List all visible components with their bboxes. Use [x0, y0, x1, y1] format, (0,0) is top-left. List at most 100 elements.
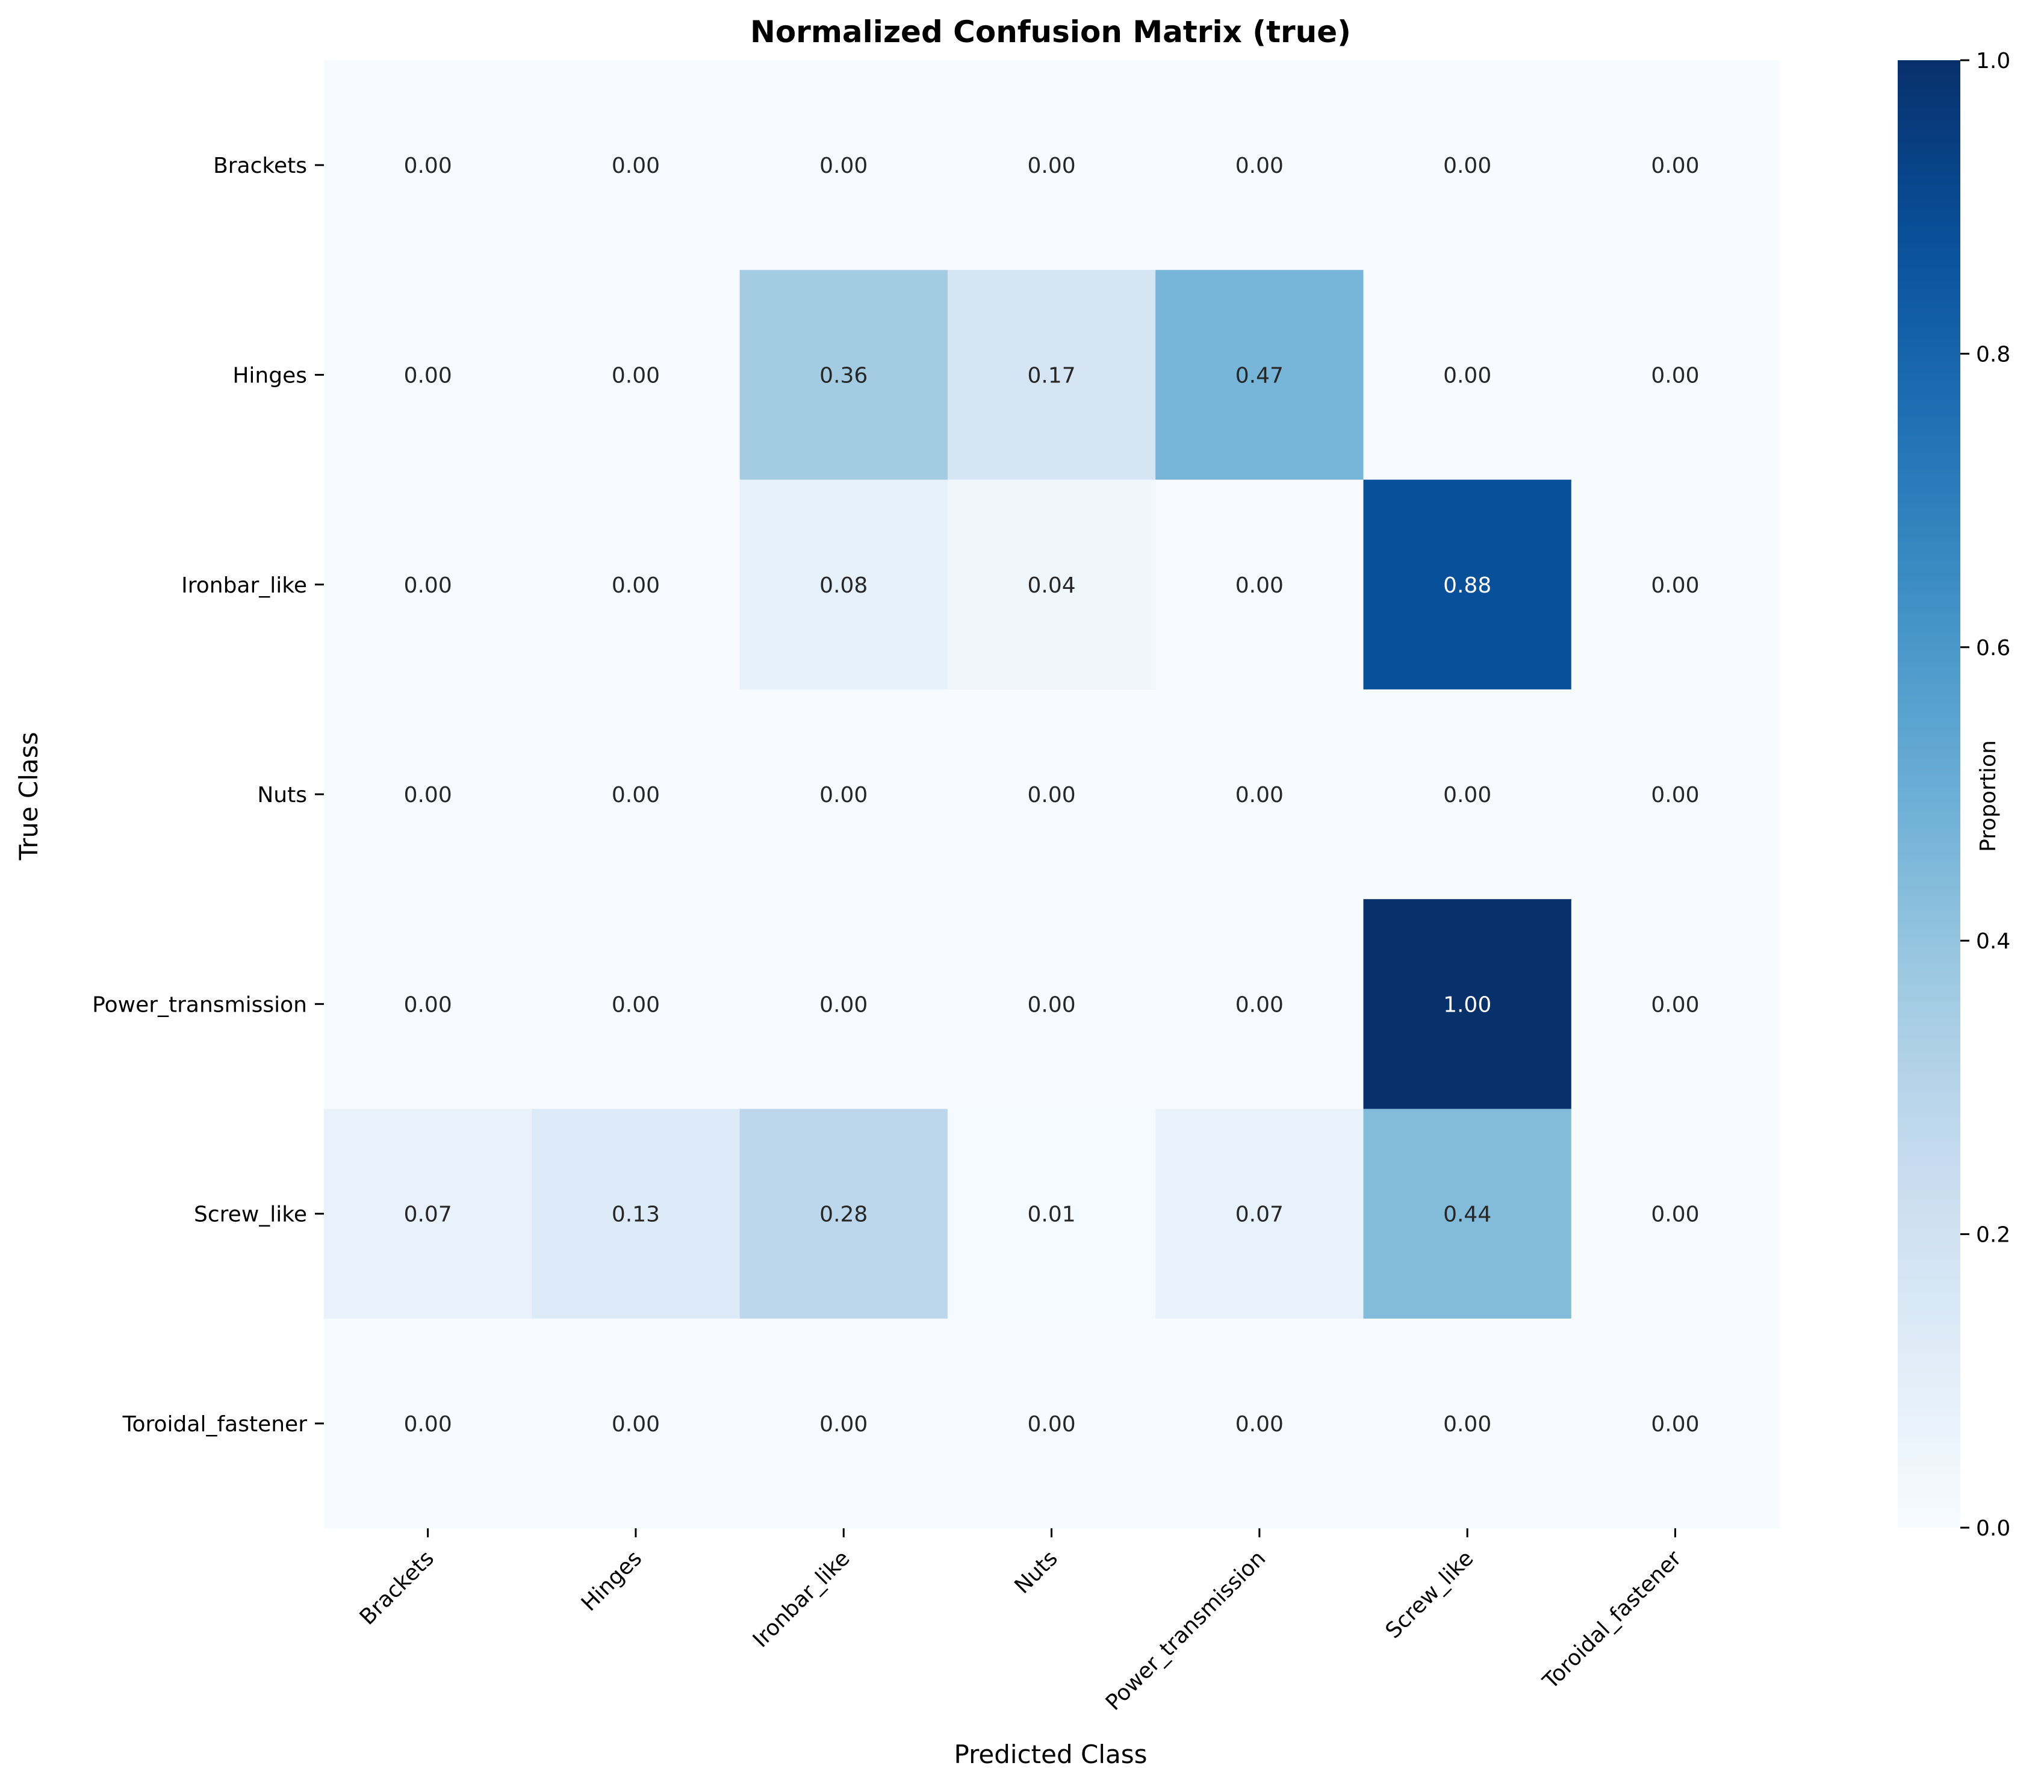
colorbar-tick-label: 0.8	[1976, 342, 2010, 367]
heatmap-cell	[1571, 270, 1780, 481]
heatmap-cell	[1155, 689, 1364, 900]
x-tick-label: Hinges	[577, 1546, 647, 1616]
cell-value-label: 0.00	[1651, 363, 1699, 388]
x-axis-label: Predicted Class	[954, 1740, 1147, 1769]
heatmap-cell	[532, 60, 741, 270]
heatmap-cell	[739, 899, 948, 1110]
cell-value-label: 0.88	[1443, 573, 1491, 598]
heatmap-cell	[1155, 479, 1364, 690]
heatmap-cell	[324, 479, 532, 690]
cell-value-label: 0.44	[1443, 1202, 1491, 1227]
heatmap-cell	[739, 1109, 948, 1319]
cell-value-label: 0.00	[1027, 992, 1075, 1017]
colorbar-tick-label: 0.2	[1976, 1223, 2010, 1248]
heatmap-cell	[324, 899, 532, 1110]
cell-value-label: 0.00	[404, 154, 452, 178]
cell-value-label: 0.00	[1651, 1412, 1699, 1437]
cell-value-label: 0.00	[404, 363, 452, 388]
x-tick-label: Toroidal_fastener	[1538, 1546, 1686, 1694]
cell-value-label: 0.00	[1235, 1412, 1284, 1437]
y-axis-ticks: Brackets Hinges Ironbar_like Nuts Power_tran…	[92, 154, 324, 1437]
y-tick-label: Brackets	[213, 154, 307, 178]
heatmap-cell	[1363, 899, 1572, 1110]
heatmap-cell	[739, 479, 948, 690]
heatmap-cell	[1571, 1318, 1780, 1529]
heatmap-cell	[1155, 60, 1364, 270]
heatmap-cell	[947, 1318, 1156, 1529]
colorbar-tick-label: 0.6	[1976, 636, 2010, 661]
heatmap-cell	[1155, 1318, 1364, 1529]
cell-value-label: 0.00	[404, 1412, 452, 1437]
y-tick-label: Power_transmission	[92, 992, 307, 1017]
heatmap-cell	[1363, 1109, 1572, 1319]
cell-value-label: 0.00	[1651, 573, 1699, 598]
cell-value-label: 0.13	[612, 1202, 660, 1227]
cell-value-label: 0.00	[1235, 573, 1284, 598]
cell-value-label: 0.00	[1235, 154, 1284, 178]
y-tick-label: Hinges	[232, 363, 307, 388]
cell-value-label: 0.00	[1443, 783, 1491, 807]
cell-value-label: 0.00	[404, 573, 452, 598]
heatmap-cell	[324, 689, 532, 900]
colorbar-gradient	[1898, 60, 1960, 1528]
heatmap-cell	[532, 270, 741, 481]
y-tick-label: Screw_like	[194, 1202, 307, 1227]
colorbar-label: Proportion	[1976, 740, 2001, 852]
x-axis-ticks: Brackets Hinges Ironbar_like Nuts Power_tran…	[355, 1528, 1686, 1716]
heatmap-cell	[739, 270, 948, 481]
y-axis-label: True Class	[14, 732, 43, 860]
cell-value-label: 0.00	[1651, 154, 1699, 178]
x-tick-label: Power_transmission	[1101, 1546, 1270, 1715]
cell-value-label: 0.01	[1027, 1202, 1075, 1227]
cell-value-label: 0.00	[1443, 1412, 1491, 1437]
heatmap-cell	[1363, 270, 1572, 481]
chart-title: Normalized Confusion Matrix (true)	[750, 14, 1351, 49]
cell-value-label: 0.00	[819, 1412, 868, 1437]
cell-value-label: 0.00	[1027, 154, 1075, 178]
cell-value-label: 1.00	[1443, 992, 1491, 1017]
cell-value-label: 0.00	[612, 783, 660, 807]
cell-value-label: 0.00	[1235, 783, 1284, 807]
cell-value-label: 0.00	[612, 992, 660, 1017]
heatmap-cell	[324, 1318, 532, 1529]
heatmap-cell	[1571, 1109, 1780, 1319]
cell-value-label: 0.00	[1651, 783, 1699, 807]
cell-value-label: 0.07	[1235, 1202, 1284, 1227]
heatmap-cell	[739, 1318, 948, 1529]
heatmap-cell	[1155, 270, 1364, 481]
heatmap-cell	[1571, 60, 1780, 270]
cell-value-label: 0.00	[404, 783, 452, 807]
cell-value-label: 0.00	[819, 992, 868, 1017]
y-tick-label: Toroidal_fastener	[122, 1412, 308, 1437]
heatmap-cell	[1571, 689, 1780, 900]
x-tick-label: Brackets	[355, 1546, 439, 1629]
heatmap-cell	[947, 689, 1156, 900]
heatmap-cell	[739, 689, 948, 900]
heatmap-cell	[532, 1109, 741, 1319]
cell-value-label: 0.00	[1651, 1202, 1699, 1227]
cell-value-label: 0.17	[1027, 363, 1075, 388]
colorbar-tick-label: 0.4	[1976, 929, 2010, 954]
cell-value-label: 0.00	[819, 783, 868, 807]
heatmap-cell	[1571, 479, 1780, 690]
x-tick-label: Nuts	[1010, 1546, 1062, 1598]
cell-value-label: 0.00	[612, 363, 660, 388]
cell-value-label: 0.00	[819, 154, 868, 178]
cell-value-label: 0.07	[404, 1202, 452, 1227]
cell-value-label: 0.00	[1235, 992, 1284, 1017]
colorbar-tick-label: 1.0	[1976, 49, 2010, 73]
heatmap-cell	[947, 270, 1156, 481]
heatmap-cell	[739, 60, 948, 270]
cell-value-label: 0.04	[1027, 573, 1075, 598]
cell-value-label: 0.00	[612, 1412, 660, 1437]
cell-value-label: 0.00	[612, 154, 660, 178]
heatmap-cell	[947, 479, 1156, 690]
heatmap-cell	[1155, 1109, 1364, 1319]
heatmap-cell	[1363, 479, 1572, 690]
heatmap-cell	[947, 899, 1156, 1110]
y-tick-label: Nuts	[257, 783, 307, 807]
heatmap-cell	[324, 1109, 532, 1319]
heatmap-cell	[947, 1109, 1156, 1319]
